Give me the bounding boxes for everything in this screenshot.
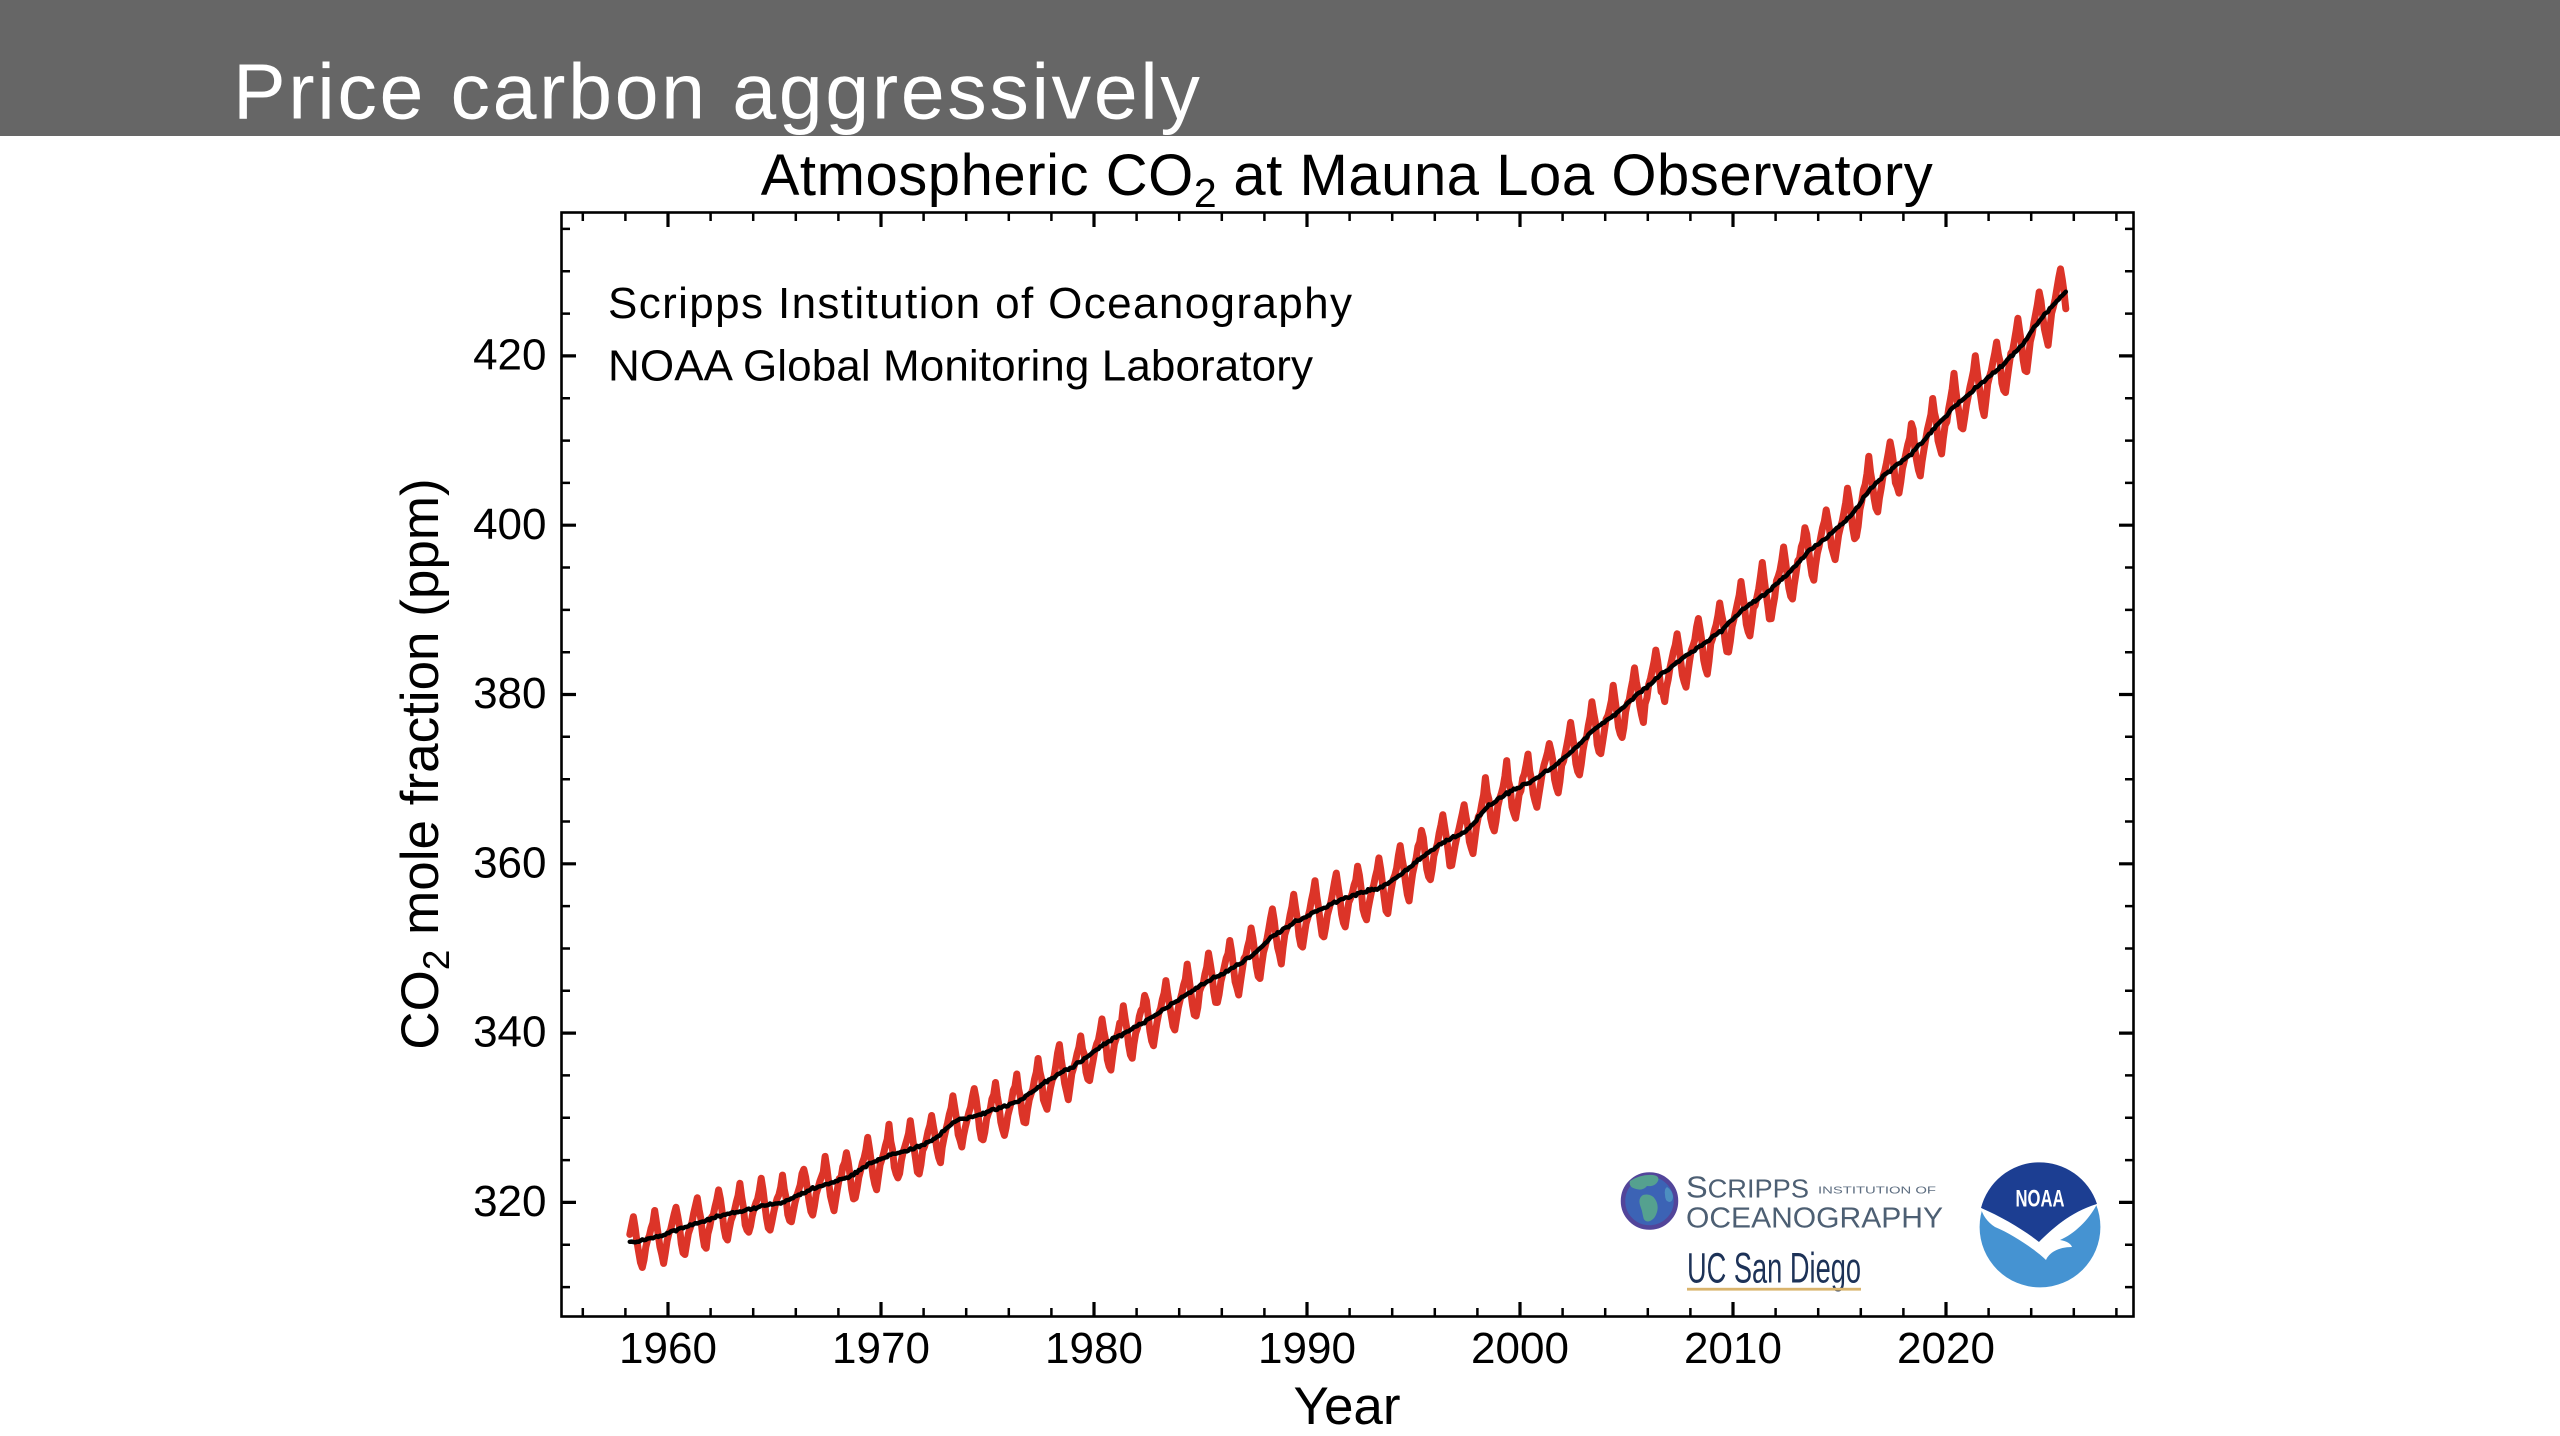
- svg-text:2: 2: [1194, 170, 1217, 216]
- svg-text:2: 2: [416, 950, 457, 971]
- svg-text:380: 380: [473, 669, 546, 718]
- svg-text:NOAA: NOAA: [2016, 1186, 2065, 1213]
- svg-text:Price carbon aggressively: Price carbon aggressively: [233, 47, 1203, 136]
- svg-text:2010: 2010: [1684, 1324, 1782, 1373]
- svg-text:1960: 1960: [619, 1324, 717, 1373]
- svg-text:at Mauna Loa Observatory: at Mauna Loa Observatory: [1217, 143, 1934, 208]
- svg-text:2000: 2000: [1471, 1324, 1569, 1373]
- svg-text:400: 400: [473, 500, 546, 549]
- svg-text:320: 320: [473, 1177, 546, 1226]
- svg-text:Atmospheric CO: Atmospheric CO: [761, 143, 1194, 208]
- svg-text:Year: Year: [1293, 1377, 1400, 1436]
- svg-text:360: 360: [473, 838, 546, 887]
- svg-text:mole fraction (ppm): mole fraction (ppm): [391, 478, 450, 949]
- svg-text:1990: 1990: [1258, 1324, 1356, 1373]
- svg-text:1980: 1980: [1045, 1324, 1143, 1373]
- svg-text:SCRIPPS: SCRIPPS: [1686, 1170, 1809, 1205]
- svg-text:340: 340: [473, 1008, 546, 1057]
- svg-text:CO: CO: [391, 970, 450, 1049]
- svg-text:Scripps Institution of Oceanog: Scripps Institution of Oceanography: [608, 279, 1352, 328]
- svg-text:2020: 2020: [1897, 1324, 1995, 1373]
- svg-text:420: 420: [473, 331, 546, 380]
- svg-text:UC San Diego: UC San Diego: [1687, 1245, 1861, 1293]
- svg-text:INSTITUTION OF: INSTITUTION OF: [1818, 1186, 1936, 1197]
- svg-text:OCEANOGRAPHY: OCEANOGRAPHY: [1686, 1203, 1943, 1235]
- svg-text:NOAA Global Monitoring Laborat: NOAA Global Monitoring Laboratory: [608, 342, 1313, 391]
- svg-text:1970: 1970: [832, 1324, 930, 1373]
